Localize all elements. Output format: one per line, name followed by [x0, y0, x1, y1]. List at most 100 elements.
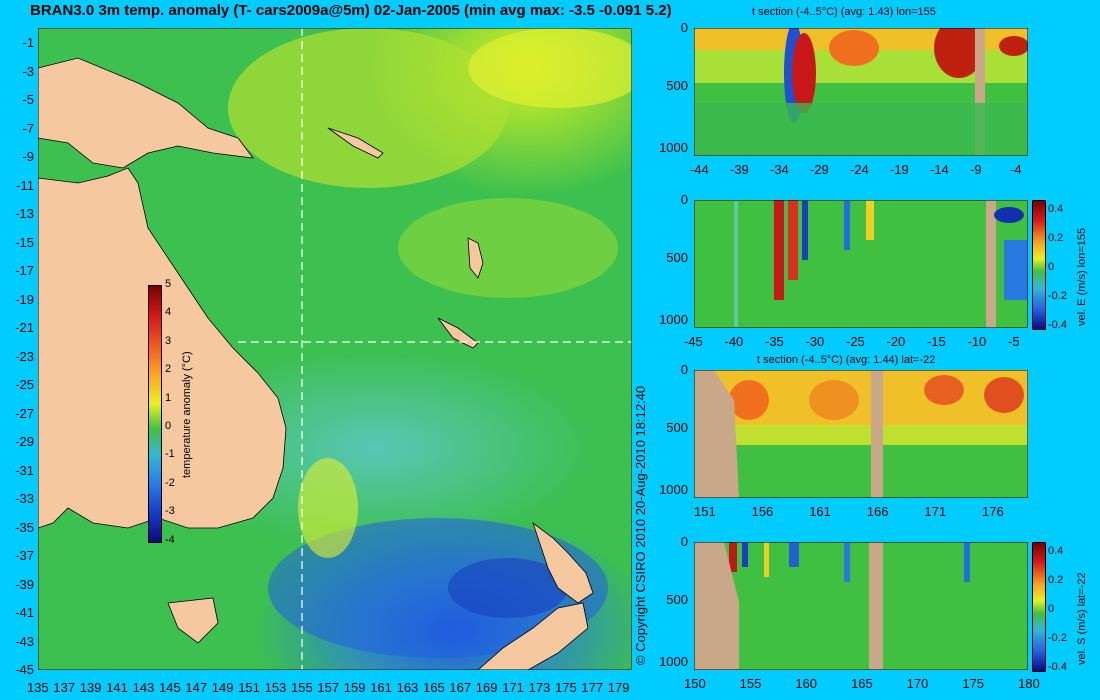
panel2-colorbar-label: vel. E (m/s) lon=155: [1076, 227, 1088, 326]
p4-x-tick: 175: [962, 676, 985, 691]
p2-colorbar-tick: 0.2: [1048, 232, 1064, 244]
p2-colorbar-tick: -0.4: [1048, 319, 1067, 331]
p1-x-tick: -24: [850, 162, 869, 177]
p1-y-tick: 500: [666, 78, 688, 93]
map-lat-tick: -3: [22, 63, 34, 79]
solomon-islands-land: [327, 127, 384, 159]
map-lon-tick: 151: [238, 680, 260, 695]
map-lat-tick: -15: [15, 234, 34, 250]
panel4-colorbar-label: vel. S (m/s) lat=-22: [1076, 572, 1088, 665]
map-lat-tick: -29: [15, 434, 34, 449]
map-colorbar-tick: 3: [165, 334, 172, 347]
map-lon-tick: 155: [291, 680, 313, 695]
p2-x-tick: -5: [1008, 334, 1020, 349]
tasmania-land: [167, 597, 219, 644]
map-lon-tick: 177: [581, 680, 604, 695]
p2-x-tick: -15: [927, 334, 946, 349]
map-lat-tick: -45: [15, 662, 34, 677]
map-lon-tick: 165: [423, 680, 445, 695]
map-lon-tick: 161: [370, 680, 392, 695]
p4-colorbar-tick: -0.2: [1048, 632, 1067, 644]
map-lat-tick: -35: [15, 519, 34, 535]
p4-x-tick: 155: [739, 676, 762, 691]
panel2-heatmap: [694, 200, 1028, 328]
map-lat-tick: -7: [22, 120, 34, 136]
map-lat-tick: -9: [22, 149, 34, 164]
panel4-colorbar: [1032, 542, 1046, 672]
p3-x-tick: 171: [924, 504, 947, 519]
p1-x-tick: -4: [1010, 162, 1022, 177]
map-lon-tick: 169: [475, 680, 498, 695]
p2-x-tick: -40: [724, 334, 744, 349]
p4-x-tick: 165: [851, 676, 873, 691]
map-colorbar-tick: -4: [165, 533, 175, 546]
p3-x-tick: 161: [809, 504, 831, 519]
p4-x-tick: 170: [906, 676, 929, 691]
map-lat-tick: -25: [15, 377, 34, 392]
map-lat-tick: -31: [15, 462, 34, 478]
p3-y-tick: 0: [680, 362, 688, 377]
p3-x-tick: 151: [694, 504, 716, 519]
p4-x-tick: 150: [684, 676, 706, 691]
map-lon-tick: 139: [79, 680, 102, 695]
map-lon-tick: 159: [343, 680, 366, 695]
anomaly-map: [38, 28, 632, 670]
p2-x-tick: -35: [765, 334, 784, 349]
map-colorbar-tick: 1: [165, 391, 172, 404]
map-lat-tick: -39: [15, 576, 34, 592]
map-colorbar-tick: 5: [165, 278, 172, 290]
p1-y-tick: 1000: [659, 140, 688, 155]
map-colorbar-tick: 0: [165, 420, 172, 432]
panel1-heatmap: [694, 28, 1028, 156]
p2-colorbar-tick: 0.4: [1048, 203, 1064, 215]
map-lon-tick: 157: [317, 680, 340, 695]
new-zealand-south-land: [477, 602, 589, 670]
p2-y-tick: 500: [666, 250, 688, 265]
map-lon-tick: 173: [528, 680, 551, 695]
map-colorbar: [148, 285, 162, 543]
map-lat-tick: -23: [15, 348, 34, 364]
p2-x-tick: -45: [684, 334, 703, 349]
map-lat-tick: -21: [15, 320, 34, 335]
map-lat-tick: -37: [15, 548, 34, 563]
p3-x-tick: 176: [982, 504, 1004, 519]
map-colorbar-tick: 2: [165, 363, 172, 376]
panel4-heatmap: [694, 542, 1028, 670]
p1-y-tick: 0: [680, 20, 688, 35]
p4-colorbar-tick: 0: [1048, 603, 1055, 615]
p3-y-tick: 1000: [659, 482, 688, 497]
p2-x-tick: -30: [805, 334, 825, 349]
p3-y-tick: 500: [666, 420, 688, 435]
map-lon-tick: 135: [27, 680, 49, 695]
map-lon-tick: 153: [264, 680, 287, 695]
p2-y-tick: 0: [680, 192, 688, 207]
map-lon-tick: 147: [185, 680, 208, 695]
p3-x-tick: 166: [866, 504, 889, 519]
map-lon-tick: 149: [211, 680, 234, 695]
map-colorbar-tick: -2: [165, 476, 175, 489]
panel2-colorbar: [1032, 200, 1046, 330]
p2-x-tick: -20: [886, 334, 906, 349]
map-colorbar-tick: 4: [165, 306, 172, 319]
p4-y-tick: 500: [666, 592, 688, 607]
map-lat-tick: -5: [22, 92, 34, 107]
map-lon-tick: 175: [555, 680, 577, 695]
panel1-title: t section (-4..5°C) (avg: 1.43) lon=155: [752, 6, 936, 18]
map-lon-tick: 171: [502, 680, 524, 695]
p1-x-tick: -14: [930, 162, 949, 177]
p4-x-tick: 160: [795, 676, 818, 691]
map-lon-tick: 167: [449, 680, 472, 695]
map-colorbar-tick: -1: [165, 448, 175, 461]
map-lat-tick: -19: [15, 291, 34, 307]
map-colorbar-tick: -3: [165, 505, 175, 518]
p1-x-tick: -34: [770, 162, 789, 177]
p1-x-tick: -39: [730, 162, 749, 177]
map-colorbar-label: temperature anomaly (°C): [181, 351, 193, 478]
p4-colorbar-tick: 0.4: [1048, 545, 1064, 557]
australia-land: [38, 167, 287, 529]
p1-x-tick: -29: [810, 162, 829, 177]
p2-colorbar-tick: 0: [1048, 261, 1055, 273]
new-guinea-land: [38, 57, 254, 169]
panel3-title: t section (-4..5°C) (avg: 1.44) lat=-22: [757, 354, 936, 366]
map-lon-tick: 163: [396, 680, 419, 695]
